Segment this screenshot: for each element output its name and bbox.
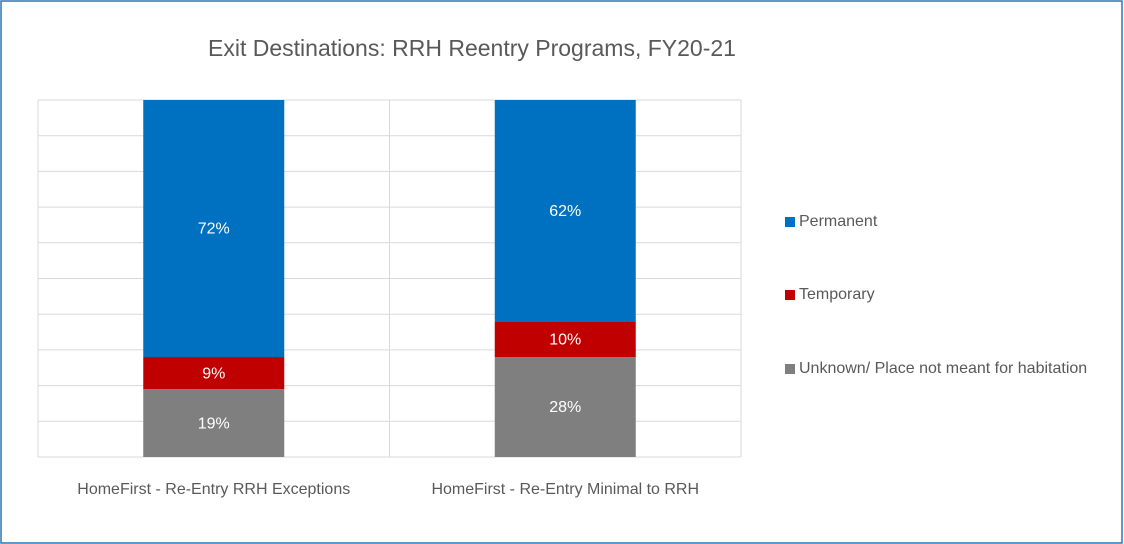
x-tick-label: HomeFirst - Re-Entry Minimal to RRH bbox=[431, 481, 699, 498]
legend-label: Permanent bbox=[799, 213, 878, 230]
x-tick-label: HomeFirst - Re-Entry RRH Exceptions bbox=[77, 481, 350, 498]
data-label: 72% bbox=[198, 221, 230, 238]
bar-segment bbox=[143, 357, 285, 390]
bar-segment bbox=[494, 100, 636, 322]
bar-segment bbox=[143, 389, 285, 457]
legend-label: Temporary bbox=[799, 286, 875, 303]
data-label: 19% bbox=[198, 415, 230, 432]
data-label: 62% bbox=[549, 203, 581, 220]
bar-segment bbox=[494, 357, 636, 457]
legend-swatch bbox=[785, 290, 795, 300]
legend-swatch bbox=[785, 364, 795, 374]
data-label: 9% bbox=[202, 365, 225, 382]
legend-swatch bbox=[785, 217, 795, 227]
chart-title: Exit Destinations: RRH Reentry Programs,… bbox=[208, 35, 736, 61]
bar-segment bbox=[494, 321, 636, 358]
data-label: 28% bbox=[549, 399, 581, 416]
bar-segment bbox=[143, 100, 285, 358]
legend-label: Unknown/ Place not meant for habitation bbox=[799, 360, 1087, 377]
data-label: 10% bbox=[549, 331, 581, 348]
